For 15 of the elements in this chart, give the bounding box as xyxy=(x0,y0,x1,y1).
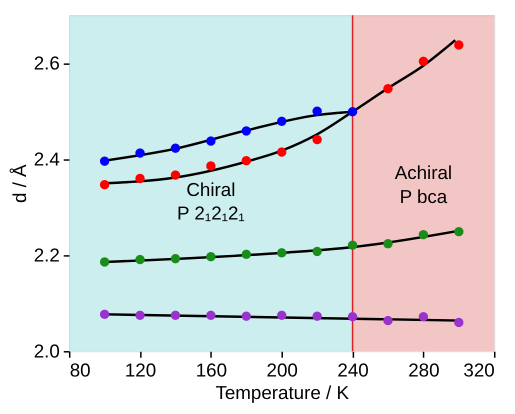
x-axis-title: Temperature / K xyxy=(215,382,350,404)
x-tick-label: 160 xyxy=(196,360,228,380)
x-tick-label: 200 xyxy=(266,360,298,380)
x-tick-label: 320 xyxy=(463,360,495,380)
y-tick-label: 2.6 xyxy=(34,52,60,74)
band-label: Achiral P bca xyxy=(394,162,452,207)
band-label: Chiral P 2₁2₁2₁ xyxy=(177,178,245,224)
y-tick-label: 2.0 xyxy=(34,340,60,362)
x-tick-label: 280 xyxy=(408,360,440,380)
x-tick-label: 80 xyxy=(70,360,91,380)
x-tick-label: 240 xyxy=(337,360,369,380)
y-axis-title: d / Å xyxy=(8,164,30,204)
x-tick-label: 120 xyxy=(124,360,156,380)
y-tick-label: 2.2 xyxy=(34,244,60,266)
y-tick-label: 2.4 xyxy=(34,148,60,170)
